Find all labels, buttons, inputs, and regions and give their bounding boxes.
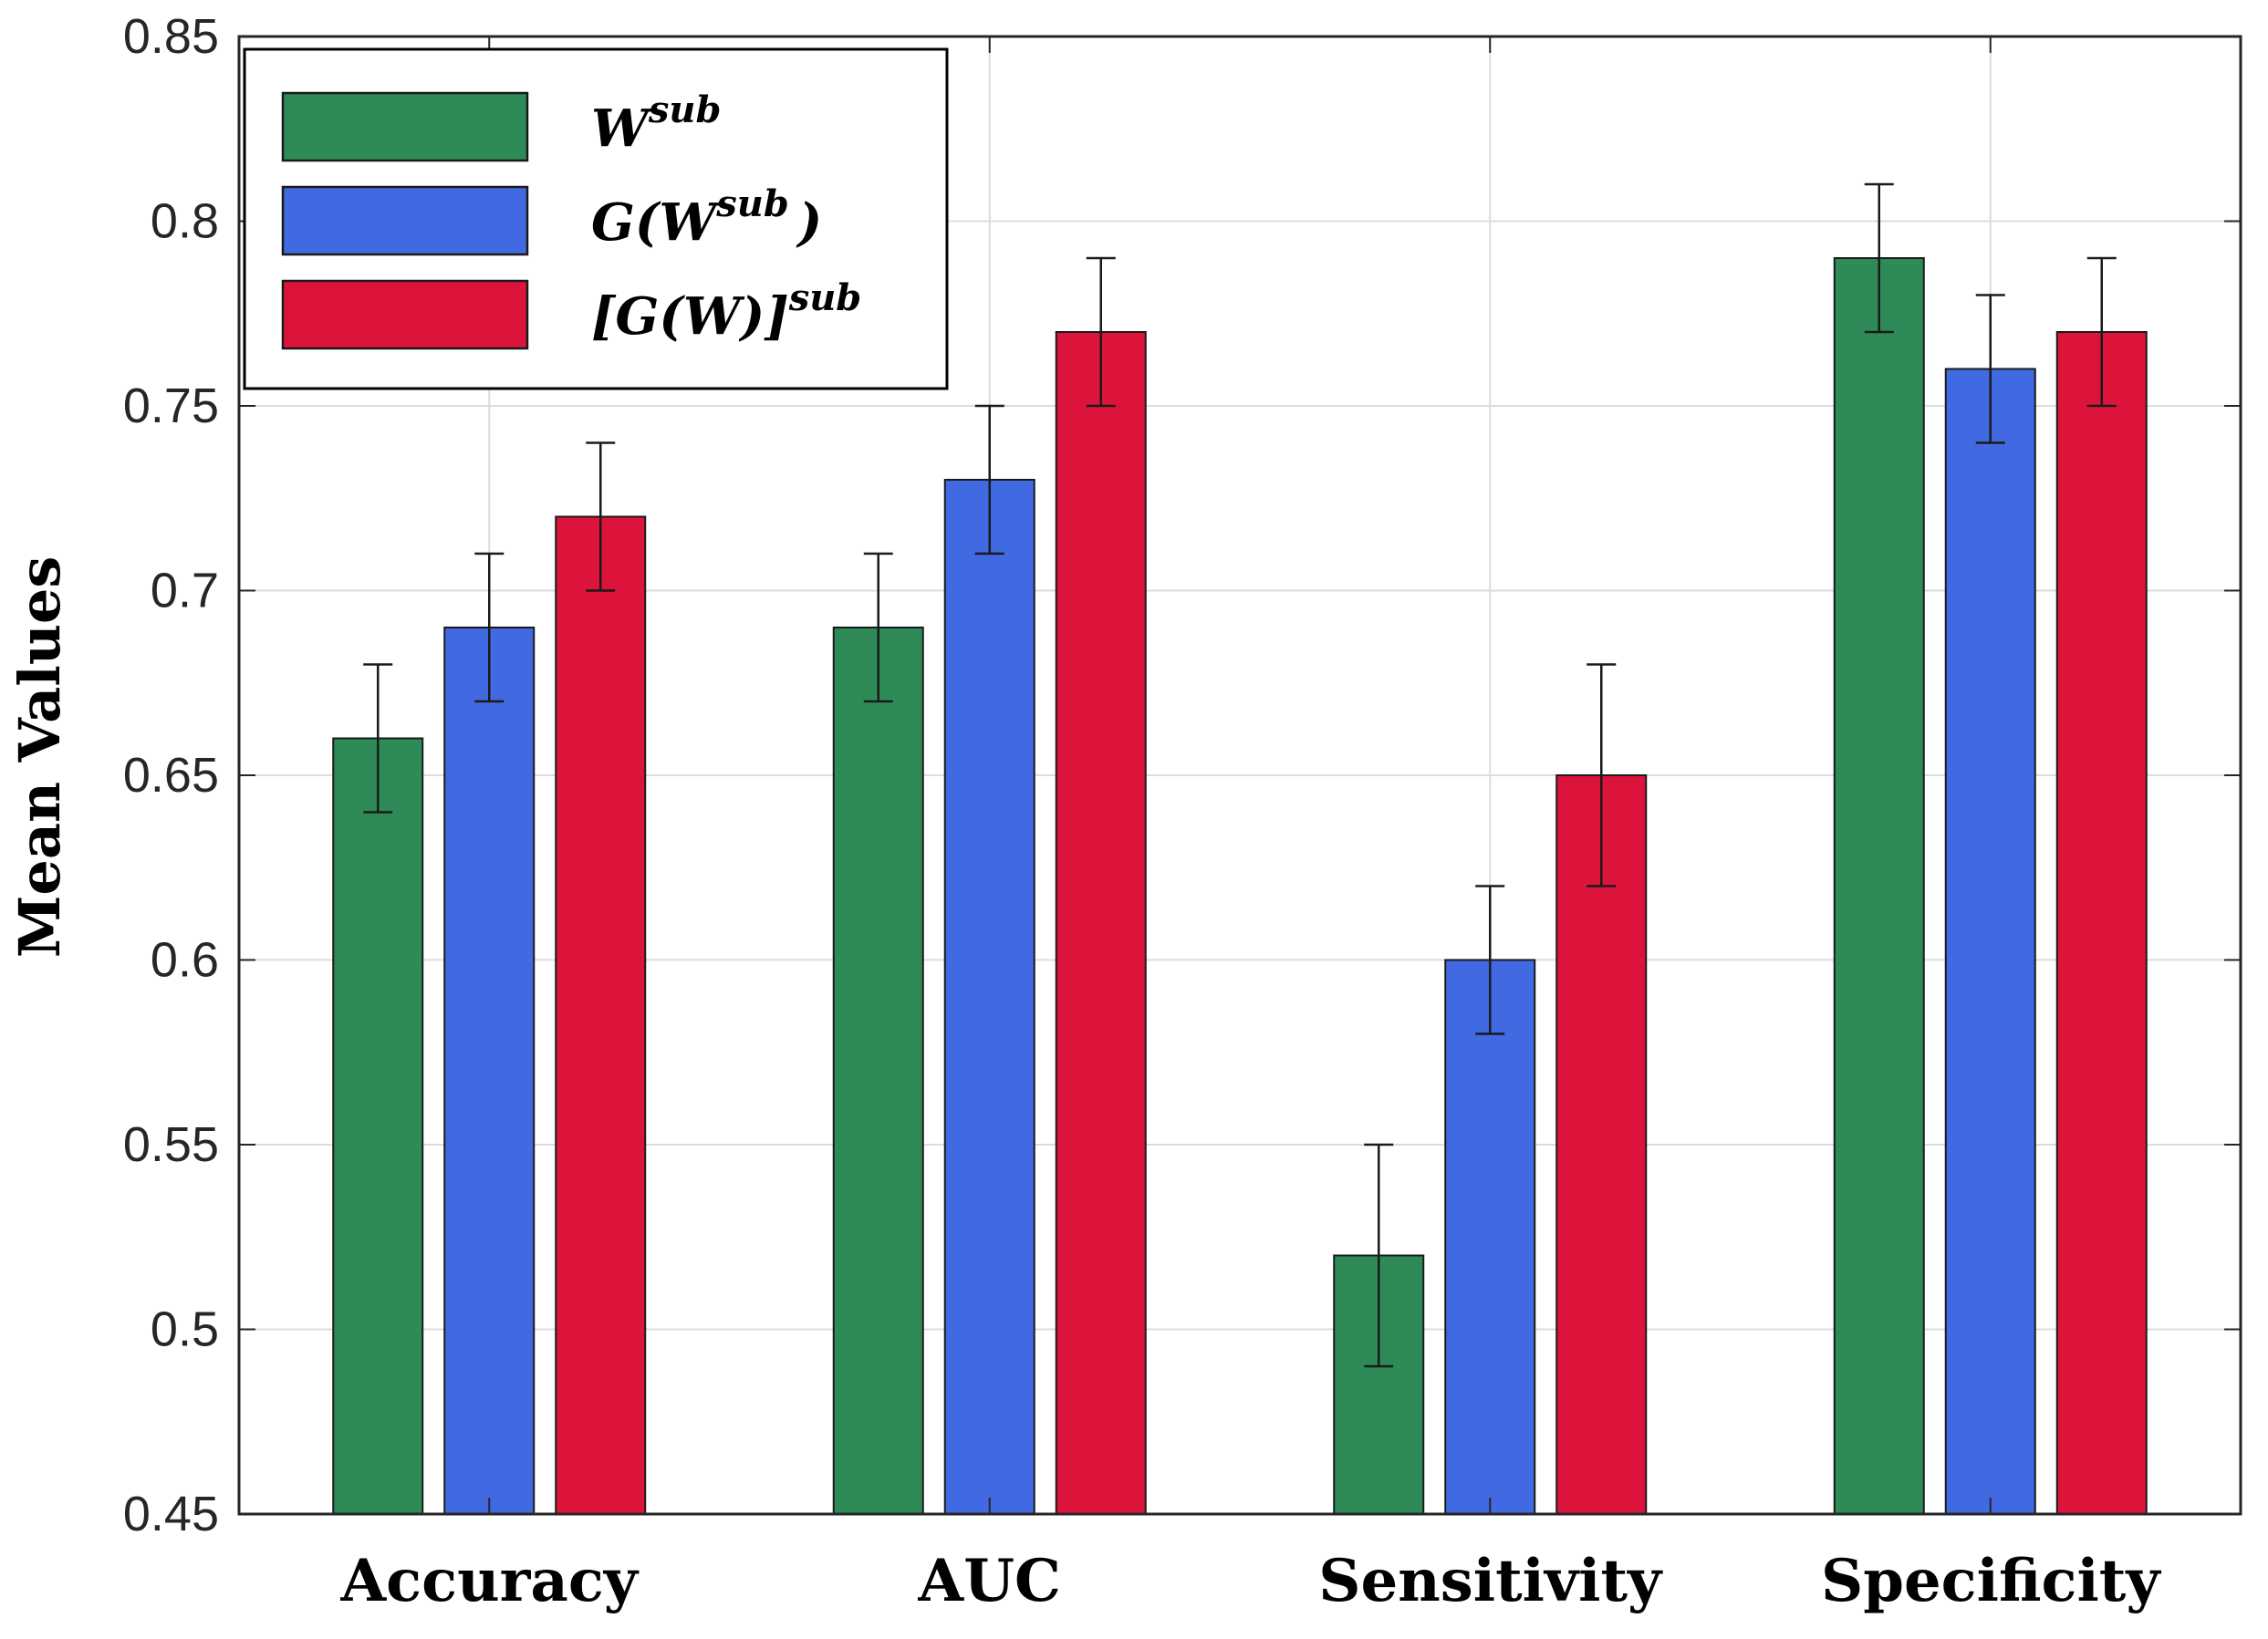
bar	[1555, 774, 1648, 1515]
error-bar	[1364, 1143, 1394, 1368]
bar	[1833, 257, 1925, 1515]
bars	[332, 182, 2148, 1515]
bar	[1944, 368, 2036, 1515]
legend: Wsub G(Wsub) [G(W)]sub	[243, 47, 949, 390]
y-tick-label: 0.8	[151, 194, 219, 249]
y-tick-label: 0.75	[123, 379, 219, 433]
x-tick-label: Accuracy	[340, 1547, 640, 1615]
error-bar	[1475, 885, 1505, 1035]
bar	[1444, 959, 1536, 1515]
y-tick-label: 0.65	[123, 748, 219, 803]
legend-label: G(Wsub)	[591, 182, 822, 253]
legend-swatch	[281, 91, 529, 162]
error-bar	[1864, 182, 1894, 334]
legend-label: Wsub	[591, 88, 721, 159]
y-axis-label: Mean Values	[6, 556, 73, 958]
error-bar	[474, 552, 505, 703]
error-bar	[863, 552, 893, 703]
y-tick-label: 0.5	[151, 1302, 219, 1357]
bar	[2055, 331, 2148, 1515]
bar	[832, 627, 924, 1515]
y-tick-label: 0.7	[151, 564, 219, 618]
x-tick-label: Specificity	[1821, 1547, 2161, 1615]
y-tick-label: 0.55	[123, 1117, 219, 1172]
bar	[443, 627, 536, 1515]
error-bar	[1587, 663, 1617, 887]
bar	[943, 479, 1035, 1515]
error-bar	[2086, 256, 2117, 408]
bar	[1055, 331, 1147, 1515]
x-tick-label: Sensitivity	[1318, 1547, 1663, 1615]
error-bar	[1086, 256, 1116, 408]
y-tick-label: 0.6	[151, 933, 219, 988]
error-bar	[1975, 294, 2005, 444]
x-tick-label: AUC	[918, 1547, 1061, 1615]
error-bar	[974, 404, 1004, 555]
plot-frame	[237, 35, 2242, 1516]
bar	[555, 515, 647, 1515]
y-tick-label: 0.85	[123, 9, 219, 64]
bar	[332, 737, 424, 1515]
y-tick-label: 0.45	[123, 1487, 219, 1541]
legend-label: [G(W)]sub	[591, 276, 861, 347]
error-bar	[586, 441, 616, 592]
error-bar	[363, 663, 393, 814]
legend-swatch	[281, 279, 529, 350]
axes: 0.45 0.5 0.55 0.6 0.65 0.7 0.75 0.8 0.85 Accuracy…	[123, 9, 2242, 1615]
legend-swatch	[281, 185, 529, 256]
